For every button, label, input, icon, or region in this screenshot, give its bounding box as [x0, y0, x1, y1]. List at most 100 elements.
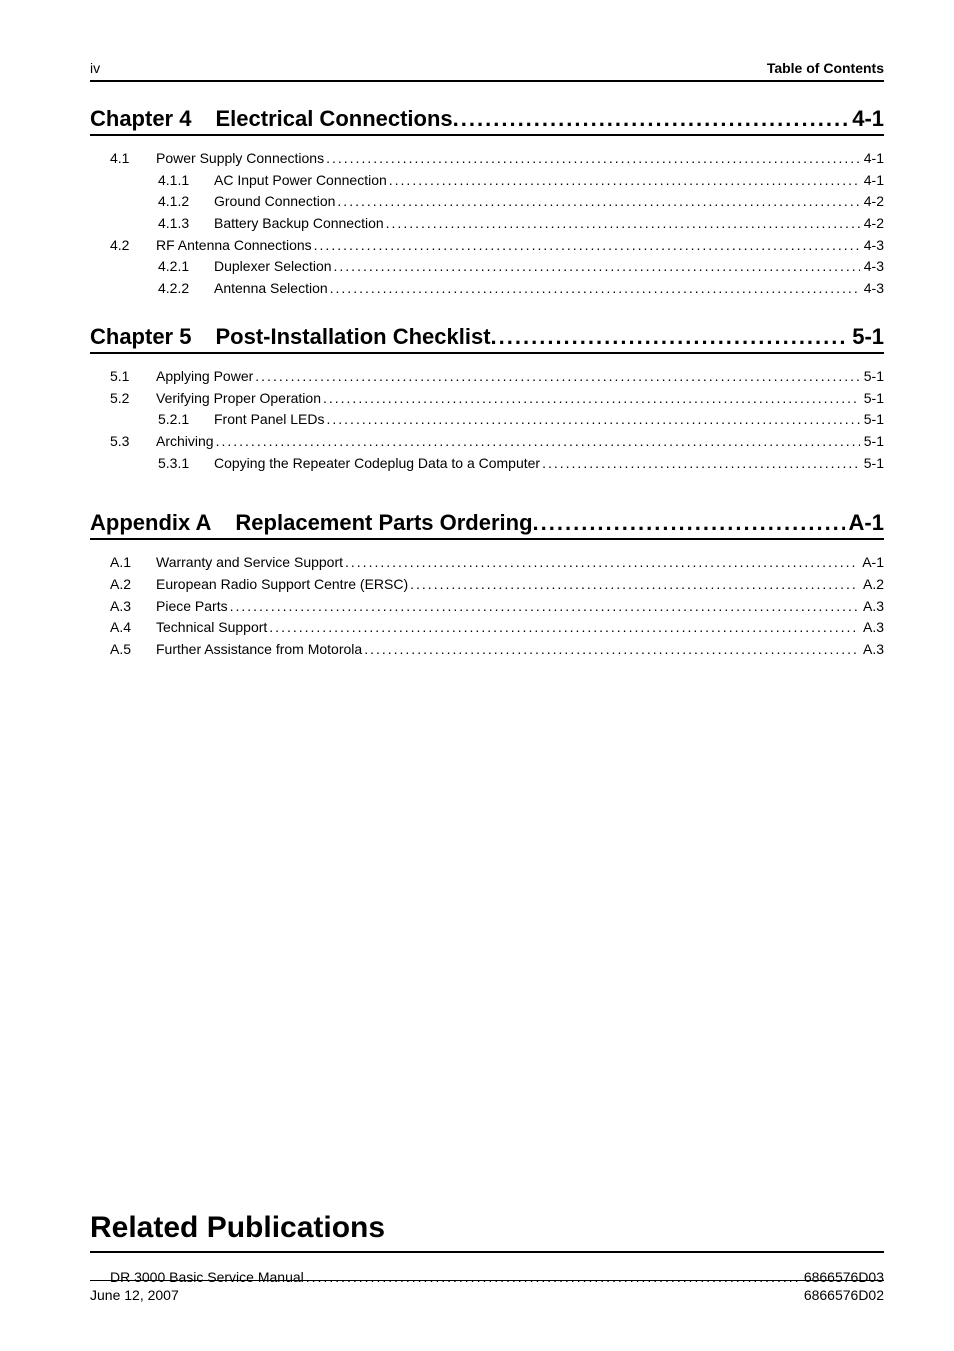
toc-number: 5.3.1: [158, 453, 208, 475]
chapter-title: Electrical Connections: [215, 106, 452, 132]
toc-number: 4.1: [110, 148, 150, 170]
toc-page: 5-1: [860, 388, 884, 410]
toc-number: 4.1.3: [158, 213, 208, 235]
toc-title: Front Panel LEDs: [208, 409, 327, 431]
toc-entry: 4.2RF Antenna Connections 4-3: [90, 235, 884, 257]
toc-page: 5-1: [860, 431, 884, 453]
toc-page: A.3: [859, 639, 884, 661]
toc-title: Applying Power: [150, 366, 255, 388]
toc-page: 5-1: [860, 409, 884, 431]
toc-page: A.3: [859, 596, 884, 618]
toc-leaders: [230, 596, 859, 618]
toc-entry: 4.1.1AC Input Power Connection 4-1: [90, 170, 884, 192]
chapter-rule: [90, 352, 884, 354]
toc-entry: 5.2.1Front Panel LEDs 5-1: [90, 409, 884, 431]
toc-title: Warranty and Service Support: [150, 552, 345, 574]
toc-entry: 5.2Verifying Proper Operation 5-1: [90, 388, 884, 410]
footer-docnum: 6866576D02: [804, 1287, 884, 1303]
chapter-label: Chapter 4: [90, 106, 215, 132]
footer-rule: [90, 1280, 884, 1281]
toc-page: A-1: [858, 552, 884, 574]
toc-title: RF Antenna Connections: [150, 235, 314, 257]
chapter-leaders: [453, 106, 849, 132]
footer: June 12, 2007 6866576D02: [90, 1280, 884, 1303]
toc-title: Piece Parts: [150, 596, 230, 618]
toc-page: 4-2: [860, 213, 884, 235]
chapter-page: 4-1: [848, 106, 884, 132]
toc-title: Verifying Proper Operation: [150, 388, 323, 410]
toc-number: 4.2.1: [158, 256, 208, 278]
chapter-label: Chapter 5: [90, 324, 215, 350]
toc-page: 4-2: [860, 191, 884, 213]
toc-title: Antenna Selection: [208, 278, 330, 300]
toc-title: Copying the Repeater Codeplug Data to a …: [208, 453, 542, 475]
toc-title: AC Input Power Connection: [208, 170, 389, 192]
toc-number: 5.3: [110, 431, 150, 453]
toc-number: A.1: [110, 552, 150, 574]
header-title: Table of Contents: [767, 60, 884, 76]
toc-entry: 4.2.1Duplexer Selection 4-3: [90, 256, 884, 278]
toc-leaders: [364, 639, 859, 661]
chapter-page: 5-1: [848, 324, 884, 350]
toc-number: 4.1.2: [158, 191, 208, 213]
chapter-heading-row: Chapter 4Electrical Connections 4-1: [90, 106, 884, 132]
toc-number: 5.2.1: [158, 409, 208, 431]
toc-leaders: [410, 574, 859, 596]
toc-entry: A.2European Radio Support Centre (ERSC) …: [90, 574, 884, 596]
toc-number: A.3: [110, 596, 150, 618]
appendix-title: Replacement Parts Ordering: [235, 510, 532, 536]
toc-leaders: [326, 148, 860, 170]
toc-leaders: [216, 431, 860, 453]
toc-page: 5-1: [860, 453, 884, 475]
toc-leaders: [345, 552, 858, 574]
toc-page: A.2: [859, 574, 884, 596]
toc-number: A.4: [110, 617, 150, 639]
toc-leaders: [542, 453, 860, 475]
toc-title: Technical Support: [150, 617, 269, 639]
toc-page: 4-1: [860, 148, 884, 170]
appendix-label: Appendix A: [90, 510, 235, 536]
toc-number: 4.2: [110, 235, 150, 257]
toc-page: 4-3: [860, 235, 884, 257]
toc-title: Power Supply Connections: [150, 148, 326, 170]
related-rule: [90, 1251, 884, 1253]
header-rule: [90, 80, 884, 82]
page-header: iv Table of Contents: [90, 60, 884, 76]
toc-title: Duplexer Selection: [208, 256, 334, 278]
toc-leaders: [327, 409, 860, 431]
toc-entry: 5.3Archiving 5-1: [90, 431, 884, 453]
toc-title: Ground Connection: [208, 191, 337, 213]
appendix-rule: [90, 538, 884, 540]
related-heading: Related Publications: [90, 1211, 884, 1245]
appendix-leaders: [533, 510, 845, 536]
toc-entry: A.3Piece Parts A.3: [90, 596, 884, 618]
toc-page: A.3: [859, 617, 884, 639]
toc-number: A.2: [110, 574, 150, 596]
chapter-leaders: [491, 324, 849, 350]
toc-leaders: [314, 235, 860, 257]
toc-title: European Radio Support Centre (ERSC): [150, 574, 410, 596]
toc-leaders: [334, 256, 860, 278]
toc-entry: A.5Further Assistance from Motorola A.3: [90, 639, 884, 661]
toc-leaders: [389, 170, 860, 192]
toc-page: 4-3: [860, 278, 884, 300]
toc-title: Archiving: [150, 431, 216, 453]
toc-entry: 4.1Power Supply Connections 4-1: [90, 148, 884, 170]
toc-number: A.5: [110, 639, 150, 661]
footer-date: June 12, 2007: [90, 1287, 179, 1303]
toc-entry: 5.1Applying Power 5-1: [90, 366, 884, 388]
toc-title: Further Assistance from Motorola: [150, 639, 364, 661]
toc-entry: 5.3.1Copying the Repeater Codeplug Data …: [90, 453, 884, 475]
chapter-title: Post-Installation Checklist: [215, 324, 490, 350]
toc-leaders: [269, 617, 859, 639]
toc-leaders: [255, 366, 859, 388]
appendix-page: A-1: [845, 510, 884, 536]
toc-entry: A.4Technical Support A.3: [90, 617, 884, 639]
toc-page: 4-3: [860, 256, 884, 278]
toc-title: Battery Backup Connection: [208, 213, 386, 235]
appendix-heading-row: Appendix A Replacement Parts Ordering A-…: [90, 510, 884, 536]
toc-entry: 4.1.2Ground Connection 4-2: [90, 191, 884, 213]
toc-entry: A.1Warranty and Service Support A-1: [90, 552, 884, 574]
page-number-top: iv: [90, 60, 100, 76]
toc-leaders: [386, 213, 860, 235]
